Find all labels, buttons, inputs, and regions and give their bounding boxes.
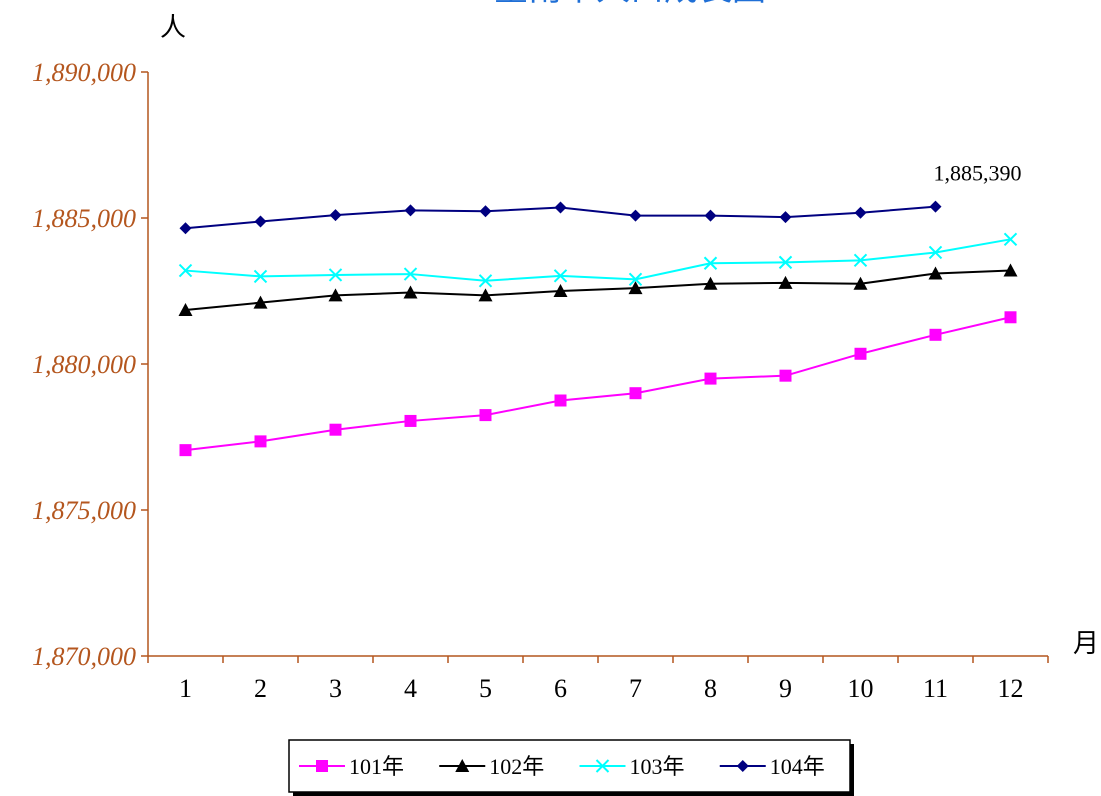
data-point [629,209,642,222]
x-tick-label: 8 [704,674,717,703]
x-tick-label: 11 [923,674,948,703]
series-103年 [178,232,1018,288]
data-point [554,201,567,214]
data-point [703,256,718,270]
data-point [178,302,193,316]
data-point [595,759,610,773]
data-point [1003,232,1018,247]
data-point [778,275,793,289]
data-point [703,276,718,290]
data-point [253,269,268,284]
x-unit-label: 月 [1073,629,1099,659]
legend-label: 103年 [630,754,685,779]
data-point [178,263,193,278]
data-point [928,245,943,260]
x-tick-label: 9 [779,674,792,703]
data-point [554,394,567,407]
data-point [179,222,192,235]
data-point [628,272,643,287]
data-point [328,288,343,302]
x-tick-label: 4 [404,674,417,703]
data-point [455,759,470,772]
series-line [185,269,1011,311]
data-point [778,255,793,270]
data-point [329,209,342,222]
legend-label: 101年 [349,754,404,779]
data-point [404,204,417,217]
series-layer [178,200,1018,457]
data-point [704,209,717,222]
axes: 1,870,000 1,875,000 1,880,000 1,885,000 1,89… [32,58,1049,703]
data-point [478,274,493,288]
x-tick-label: 3 [329,674,342,703]
x-tick-label: 1 [179,674,192,703]
data-point [779,369,792,382]
data-point [316,760,328,772]
series-line [185,238,1011,282]
data-point [928,266,943,280]
data-point [1003,263,1018,277]
series-104年 [179,200,942,235]
x-tick-label: 12 [998,674,1024,703]
chart-title: 臺南市人口成長圖 [494,0,766,9]
data-point [403,267,418,281]
data-point [404,414,417,427]
data-point [854,206,867,219]
data-point [553,269,568,283]
data-point [929,328,942,341]
data-point [254,435,267,448]
y-tick-label: 1,890,000 [32,58,136,87]
data-point [779,211,792,224]
data-point [854,347,867,360]
x-tick-label: 7 [629,674,642,703]
y-unit-label: 人 [160,13,186,43]
y-tick-label: 1,875,000 [32,496,136,525]
data-point [329,423,342,436]
data-point [704,372,717,385]
data-point [628,281,643,295]
data-point [254,215,267,228]
series-line [185,316,1011,452]
legend-label: 102年 [489,754,544,779]
series-102年 [178,263,1018,316]
data-point [736,760,749,772]
data-point [253,295,268,309]
data-point [328,268,343,282]
data-point [929,200,942,213]
data-point [853,253,868,268]
x-tick-label: 10 [848,674,874,703]
data-point [403,285,418,299]
data-point [853,276,868,290]
annotation-layer: 1,885,390 [934,161,1022,186]
legend: 101年 102年 103年 104年 [288,739,854,796]
y-tick-label: 1,870,000 [32,642,136,671]
legend-label: 104年 [770,754,825,779]
value-annotation: 1,885,390 [934,161,1022,186]
data-point [478,288,493,302]
data-point [1004,311,1017,324]
data-point [479,409,492,422]
series-101年 [179,311,1017,457]
data-point [179,444,192,457]
y-tick-label: 1,880,000 [32,350,136,379]
y-tick-label: 1,885,000 [32,204,136,233]
data-point [629,387,642,400]
x-tick-label: 2 [254,674,267,703]
data-point [479,205,492,218]
data-point [553,284,568,297]
x-tick-label: 6 [554,674,567,703]
x-tick-label: 5 [479,674,492,703]
